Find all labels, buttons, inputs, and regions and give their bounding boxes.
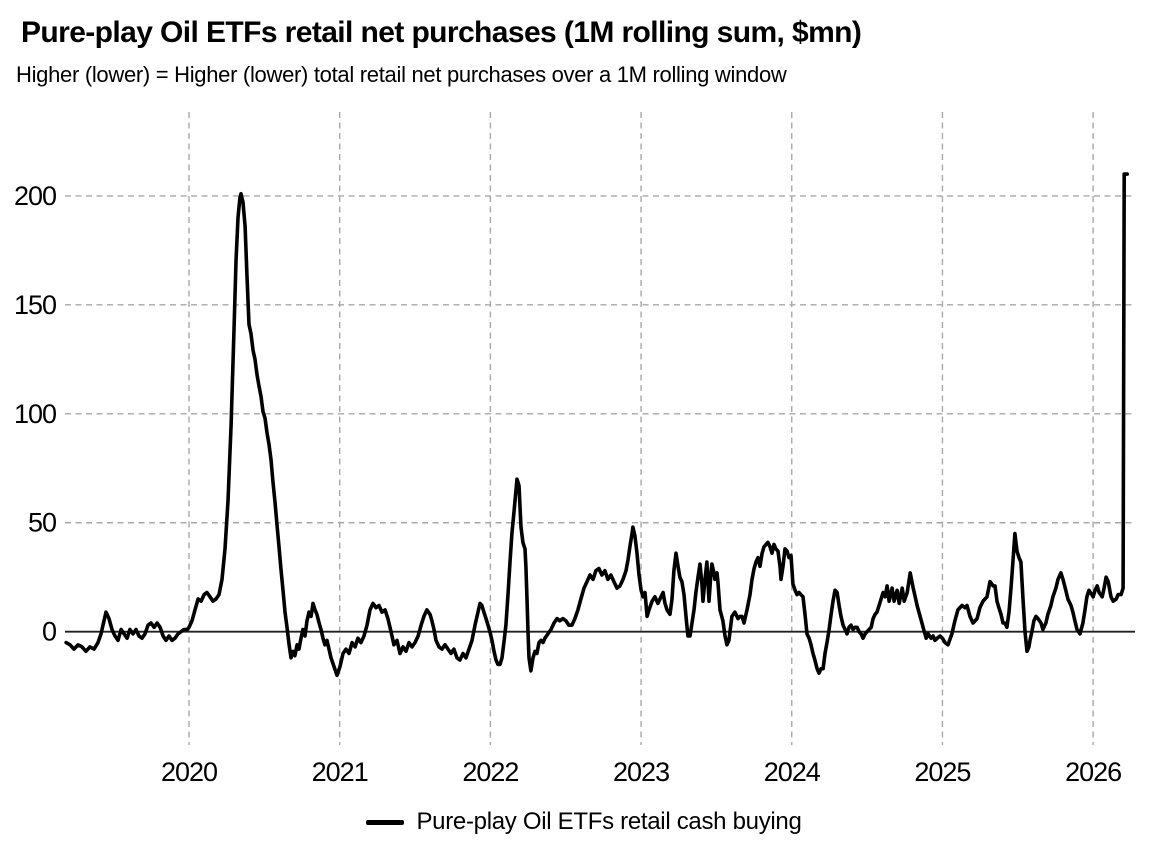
y-tick-label-200: 200 xyxy=(14,181,56,211)
x-tick-label-2023: 2023 xyxy=(613,757,669,787)
legend-line-swatch xyxy=(366,819,405,825)
chart-title: Pure-play Oil ETFs retail net purchases … xyxy=(21,16,862,49)
x-tick-label-2026: 2026 xyxy=(1065,757,1121,787)
chart-subtitle: Higher (lower) = Higher (lower) total re… xyxy=(16,62,787,87)
y-tick-label-100: 100 xyxy=(14,399,56,429)
y-tick-label-50: 50 xyxy=(28,508,56,538)
x-tick-label-2021: 2021 xyxy=(312,757,368,787)
legend: Pure-play Oil ETFs retail cash buying xyxy=(0,808,1168,836)
legend-label: Pure-play Oil ETFs retail cash buying xyxy=(416,808,802,835)
series-line-0 xyxy=(64,172,1129,678)
y-tick-label-0: 0 xyxy=(42,617,56,647)
y-tick-label-150: 150 xyxy=(14,290,56,320)
x-tick-label-2025: 2025 xyxy=(914,757,970,787)
x-tick-label-2022: 2022 xyxy=(462,757,518,787)
x-tick-label-2020: 2020 xyxy=(161,757,217,787)
x-tick-label-2024: 2024 xyxy=(764,757,821,787)
